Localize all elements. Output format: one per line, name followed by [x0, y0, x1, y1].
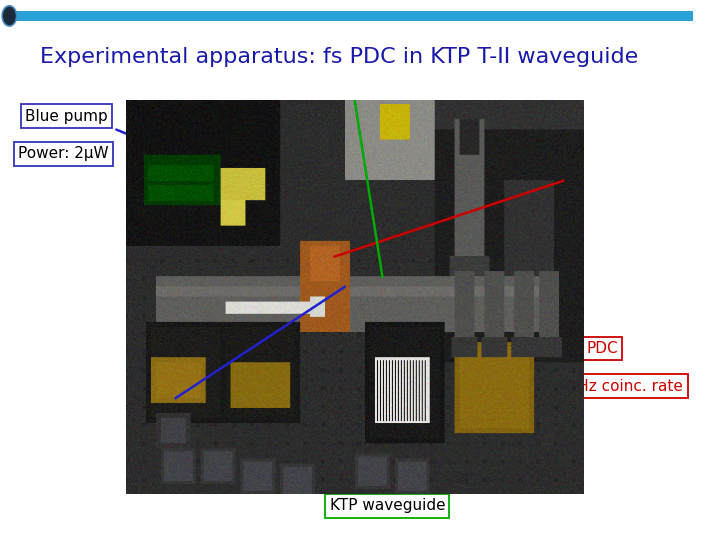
Text: Power: 2μW: Power: 2μW — [18, 146, 109, 161]
Text: KTP waveguide: KTP waveguide — [330, 498, 445, 514]
FancyBboxPatch shape — [16, 11, 693, 21]
Text: PDC: PDC — [586, 341, 618, 356]
Ellipse shape — [2, 6, 17, 26]
Text: Blue pump: Blue pump — [25, 109, 107, 124]
Text: Experimental apparatus: fs PDC in KTP T-II waveguide: Experimental apparatus: fs PDC in KTP T-… — [40, 46, 638, 67]
Text: 30kHz coinc. rate: 30kHz coinc. rate — [549, 379, 683, 394]
